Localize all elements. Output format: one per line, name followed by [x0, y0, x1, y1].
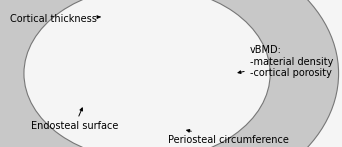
Text: Endosteal surface: Endosteal surface: [31, 108, 118, 131]
Ellipse shape: [24, 0, 270, 147]
Text: Periosteal circumference: Periosteal circumference: [168, 130, 288, 145]
Text: Cortical thickness: Cortical thickness: [10, 14, 100, 24]
Text: vBMD:
-material density
-cortical porosity: vBMD: -material density -cortical porosi…: [238, 45, 333, 78]
